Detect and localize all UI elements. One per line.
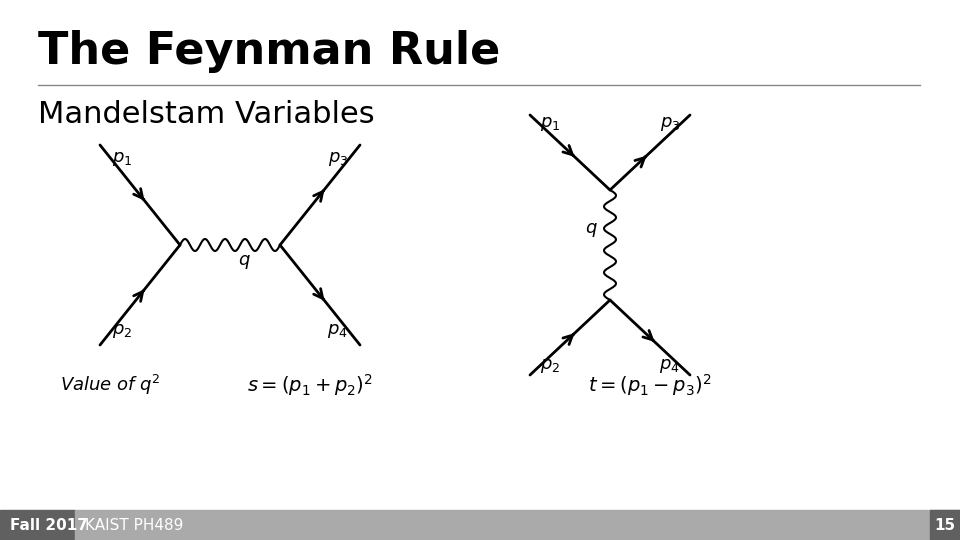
Text: $p_1$: $p_1$ — [540, 115, 561, 133]
Text: Fall 2017: Fall 2017 — [10, 517, 88, 532]
Text: $s = (p_1 + p_2)^2$: $s = (p_1 + p_2)^2$ — [247, 372, 372, 398]
Text: $p_3$: $p_3$ — [327, 150, 348, 168]
Text: $p_3$: $p_3$ — [660, 115, 680, 133]
Text: $p_2$: $p_2$ — [112, 322, 132, 340]
Bar — [930, 510, 960, 540]
Text: $t = (p_1 - p_3)^2$: $t = (p_1 - p_3)^2$ — [588, 372, 711, 398]
Text: $p_2$: $p_2$ — [540, 357, 561, 375]
Text: Mandelstam Variables: Mandelstam Variables — [38, 100, 374, 129]
Text: $p_4$: $p_4$ — [660, 357, 680, 375]
Text: The Feynman Rule: The Feynman Rule — [38, 30, 500, 73]
Text: $p_4$: $p_4$ — [327, 322, 348, 340]
Text: $q$: $q$ — [238, 253, 251, 271]
Bar — [75, 510, 960, 540]
Text: $p_1$: $p_1$ — [112, 150, 132, 168]
Text: $q$: $q$ — [586, 221, 598, 239]
Text: 15: 15 — [934, 517, 955, 532]
Text: KAIST PH489: KAIST PH489 — [85, 517, 183, 532]
Text: Value of $q^2$: Value of $q^2$ — [60, 373, 160, 397]
Bar — [0, 510, 75, 540]
